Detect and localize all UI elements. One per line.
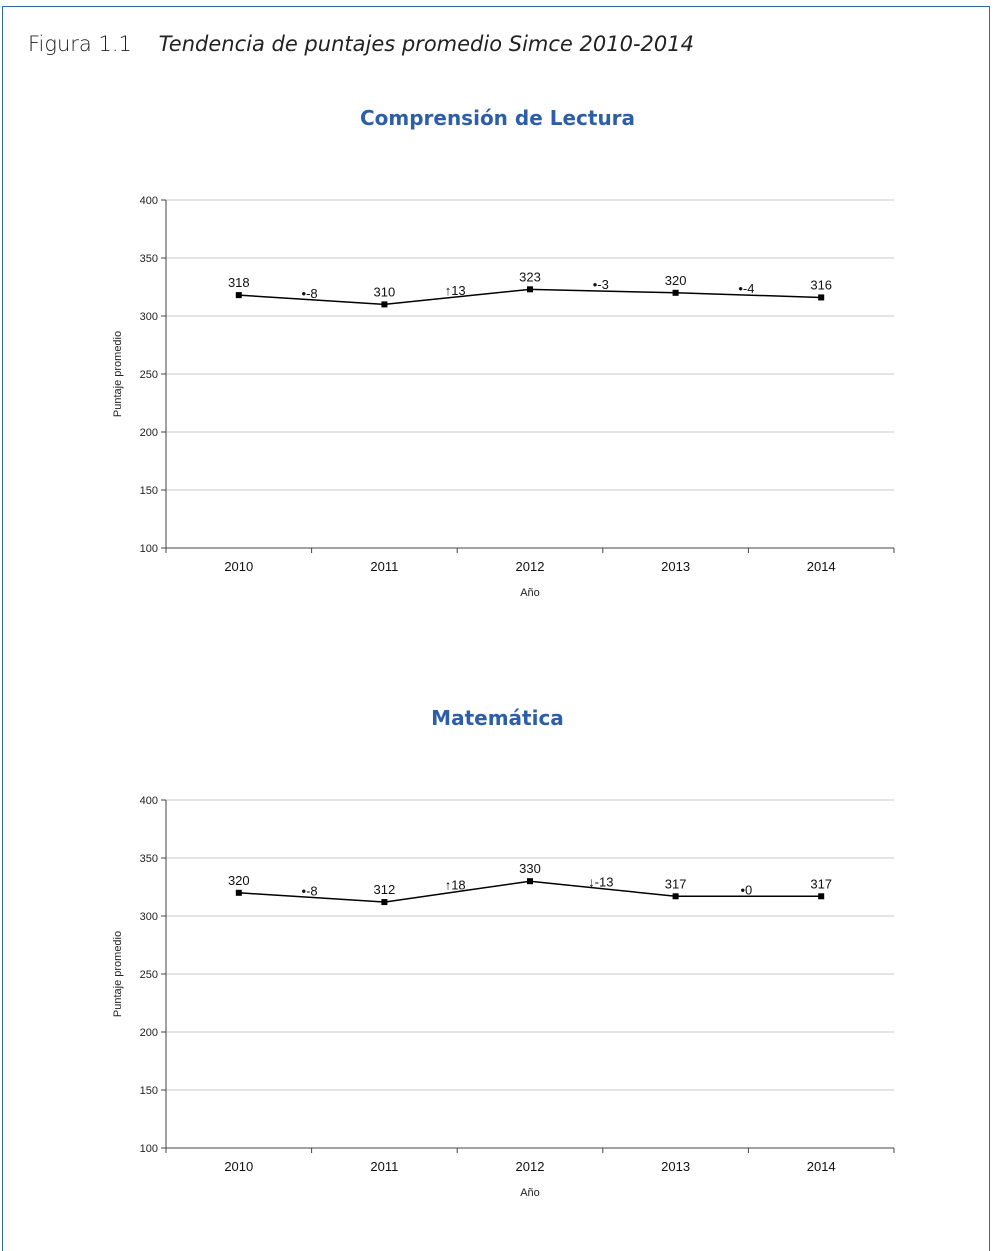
figure-title: Tendencia de puntajes promedio Simce 201… xyxy=(158,32,694,56)
x-tick-label: 2012 xyxy=(516,1159,545,1174)
data-point-marker xyxy=(235,889,242,896)
chart-title-lectura: Comprensión de Lectura xyxy=(359,106,636,130)
x-tick-label: 2013 xyxy=(661,559,690,574)
data-label: 330 xyxy=(519,861,541,876)
y-tick-label: 100 xyxy=(140,1143,158,1155)
data-point-marker xyxy=(818,294,825,301)
change-annotation: •-4 xyxy=(738,281,754,296)
y-axis-title: Puntaje promedio xyxy=(112,931,124,1017)
data-point-marker xyxy=(527,286,533,293)
figure-caption: Figura 1.1 Tendencia de puntajes promedi… xyxy=(28,32,694,56)
chart-lectura: 100 150 200 250 300 350 400 2010 2011 2012 2013 201… xyxy=(112,195,895,599)
data-point-marker xyxy=(235,292,242,299)
y-tick-label: 350 xyxy=(140,253,158,265)
x-tick-label: 2013 xyxy=(661,1159,690,1174)
change-annotation: ↑18 xyxy=(445,878,466,893)
data-label: 323 xyxy=(519,269,541,284)
data-point-marker xyxy=(672,289,679,296)
data-label: 310 xyxy=(374,284,396,299)
data-label: 320 xyxy=(665,273,687,288)
data-point-marker xyxy=(672,893,679,900)
y-tick-label: 350 xyxy=(140,853,158,865)
x-tick-label: 2012 xyxy=(516,559,545,574)
change-annotation: ↑13 xyxy=(445,283,466,298)
y-tick-label: 250 xyxy=(140,969,158,981)
x-axis-title: Año xyxy=(520,587,540,599)
series-line xyxy=(238,880,822,903)
x-tick-label: 2010 xyxy=(224,1159,253,1174)
change-annotation: •-8 xyxy=(302,883,318,898)
data-label: 312 xyxy=(374,882,396,897)
x-tick-label: 2014 xyxy=(807,559,836,574)
change-annotation: •-3 xyxy=(593,277,609,292)
figure-frame xyxy=(2,6,990,1251)
data-point-marker xyxy=(527,878,533,885)
y-tick-label: 250 xyxy=(140,369,158,381)
y-tick-label: 300 xyxy=(140,311,158,323)
change-annotation: •-8 xyxy=(302,286,318,301)
data-label: 317 xyxy=(665,876,687,891)
y-tick-label: 300 xyxy=(140,911,158,923)
change-annotation: ↓-13 xyxy=(588,875,613,890)
y-tick-label: 150 xyxy=(140,485,158,497)
data-label: 317 xyxy=(810,876,832,891)
y-tick-label: 400 xyxy=(140,195,158,207)
x-tick-label: 2011 xyxy=(370,1159,398,1174)
x-tick-label: 2011 xyxy=(370,559,398,574)
y-tick-label: 200 xyxy=(140,1027,158,1039)
chart-matematica: 100 150 200 250 300 350 400 2010 2011 2012 2013 201… xyxy=(112,795,895,1199)
x-axis-title: Año xyxy=(520,1187,540,1199)
y-axis-title: Puntaje promedio xyxy=(112,331,124,417)
y-tick-label: 150 xyxy=(140,1085,158,1097)
x-tick-label: 2010 xyxy=(224,559,253,574)
data-label: 316 xyxy=(810,277,832,292)
x-tick-label: 2014 xyxy=(807,1159,836,1174)
y-tick-label: 200 xyxy=(140,427,158,439)
data-label: 320 xyxy=(228,873,250,888)
change-annotation: •0 xyxy=(741,882,753,897)
data-point-marker xyxy=(381,899,388,906)
chart-title-matematica: Matemática xyxy=(431,706,564,730)
data-label: 318 xyxy=(228,275,250,290)
y-tick-label: 400 xyxy=(140,795,158,807)
figure-number: Figura 1.1 xyxy=(28,32,132,56)
data-point-marker xyxy=(381,301,388,308)
y-tick-label: 100 xyxy=(140,543,158,555)
data-point-marker xyxy=(818,893,825,900)
